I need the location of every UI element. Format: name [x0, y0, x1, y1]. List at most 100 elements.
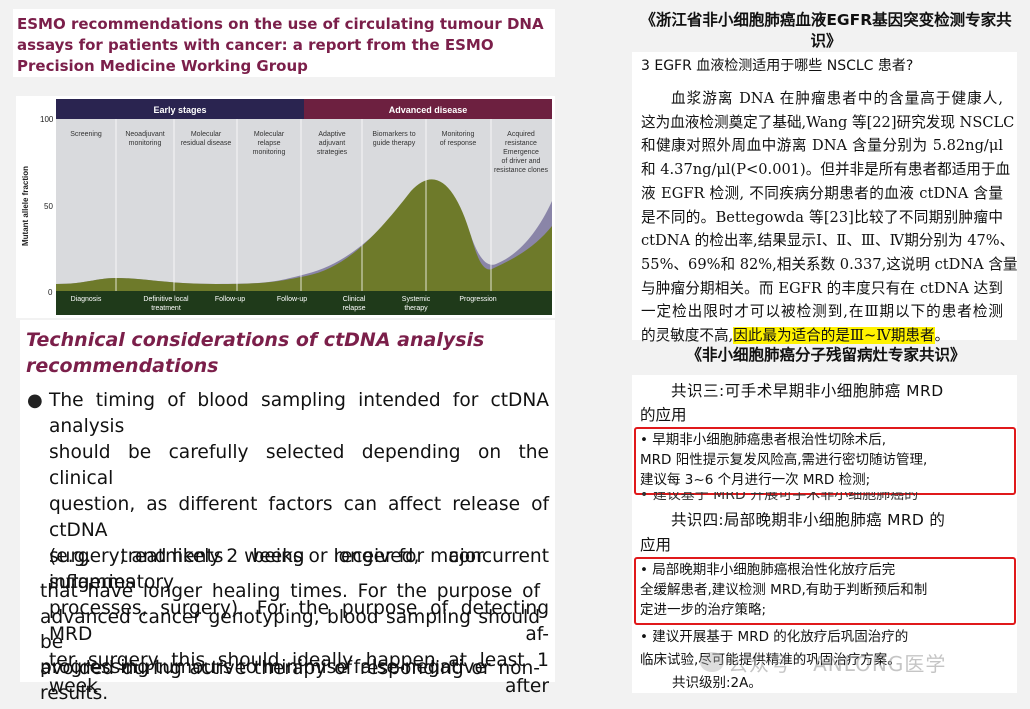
bullet-paragraph: The timing of blood sampling intended fo… [49, 388, 549, 700]
bullet-line: should be carefully selected depending o… [49, 442, 549, 489]
advanced-disease-label: Advanced disease [389, 105, 468, 115]
figure-bottom-label: Follow-up [277, 296, 307, 303]
figure-bottom-label: Systemic [402, 296, 431, 303]
wechat-icon [700, 652, 724, 672]
box2-line: 全缓解患者,建议检测 MRD,有助于判断预后和制 [640, 582, 928, 598]
figure-top-label: strategies [317, 149, 348, 156]
consensus-3-heading-cont: 的应用 [640, 406, 687, 424]
cropped-line-text: • 建议基于 MRD 开展可手术非小细胞肺癌的 [640, 492, 919, 502]
body-line: 和 4.37ng/μl(P<0.001)。但并非是所有患者都适用于血 [641, 161, 1011, 179]
y-tick-0: 0 [48, 288, 53, 297]
para-line: that have longer healing times. For the … [40, 581, 540, 602]
para-line: avoided during active therapy of respond… [40, 657, 540, 679]
paper-title: ESMO recommendations on the use of circu… [17, 15, 544, 75]
figure-bottom-label: Follow-up [215, 296, 245, 303]
bullet-line: The timing of blood sampling intended fo… [49, 390, 549, 437]
body-line: 液 EGFR 检测, 不同疾病分期患者的血液 ctDNA 含量 [641, 184, 1003, 202]
column-separators [115, 119, 492, 291]
y-axis-label: Mutant allele fraction [21, 166, 30, 246]
bottom-bar [56, 291, 552, 315]
body-line: 与肿瘤分期相关。而 EGFR 的丰度只有在 ctDNA 达到 [641, 279, 1003, 297]
text-box [20, 320, 555, 682]
consensus-3-heading: 共识三:可手术早期非小细胞肺癌 MRD [671, 382, 944, 400]
figure-top-label: resistance [505, 140, 537, 147]
red-highlight-box-2: • 局部晚期非小细胞肺癌根治性化放疗后完 全缓解患者,建议检测 MRD,有助于判… [634, 557, 1016, 625]
figure-bottom-label: treatment [151, 305, 181, 312]
body-line: 和健康对照外周血中游离 DNA 含量分别为 5.82ng/μl [641, 137, 1003, 155]
box1-line: 建议每 3~6 个月进行一次 MRD 检测; [640, 472, 871, 488]
para-line-last: progressing tumours to minimise false-ne… [40, 657, 486, 704]
tech-heading: Technical considerations of ctDNA analys… [26, 329, 485, 377]
red-highlight-box-1: • 早期非小细胞肺癌患者根治性切除术后, MRD 阳性提示复发风险高,需进行密切… [634, 427, 1016, 495]
figure-top-label: Acquired [507, 131, 535, 138]
bottom-labels: Diagnosis Definitive local treatment Follow… [71, 296, 497, 312]
figure-top-label: Adaptive [318, 131, 345, 138]
early-stages-label: Early stages [153, 105, 206, 115]
box2-line: • 局部晚期非小细胞肺癌根治性化放疗后完 [640, 562, 896, 578]
y-tick-50: 50 [44, 202, 53, 211]
box2-line: 定进一步的治疗策略; [640, 602, 767, 618]
figure-top-label: Biomarkers to [372, 131, 415, 138]
ctdna-timeline-figure: Early stages Advanced disease 100 50 0 M… [21, 99, 552, 315]
figure-top-label: of driver and [502, 158, 541, 165]
bullet-3-line-cont: 临床试验,尽可能提供精准的巩固治疗方案。 [640, 652, 901, 668]
figure-bottom-label: Progression [459, 296, 496, 303]
advanced-disease-bar [304, 99, 552, 119]
body-line: 血浆游离 DNA 在肿瘤患者中的含量高于健康人, [671, 90, 1003, 107]
ctdna-figure: Early stages Advanced disease 100 50 0 M… [16, 96, 555, 318]
figure-top-label: residual disease [181, 140, 232, 147]
early-stages-bar [56, 99, 304, 119]
figure-top-label: adjuvant [319, 140, 346, 147]
top-labels: Screening Neoadjuvant monitoring Molecular r… [70, 131, 548, 174]
body-last-plain: 的灵敏度不高, [641, 327, 734, 345]
section-heading: 3 EGFR 血液检测适用于哪些 NSCLC 患者? [641, 58, 914, 74]
watermark: 公众号 · ANLONG医学 [728, 652, 947, 676]
bullet-line: ter surgery this should ideally happen a… [49, 650, 549, 697]
figure-top-label: of response [440, 140, 477, 147]
figure-top-label: resistance clones [494, 167, 549, 174]
consensus-4-heading: 共识四:局部晚期非小细胞肺癌 MRD 的 [671, 511, 946, 529]
figure-top-label: Neoadjuvant [125, 131, 164, 138]
body-line: 55%、69%和 82%,相关系数 0.337,这说明 ctDNA 含量 [641, 255, 1018, 273]
bullet-dot: ● [27, 390, 43, 411]
body-line: 一定检出限时才可以被检测到,在Ⅲ期以下的患者检测 [641, 303, 1003, 321]
bullet-line: question, as different factors can affec… [49, 494, 549, 541]
figure-bottom-label: Definitive local [143, 296, 189, 303]
excerpt-body: 血浆游离 DNA 在肿瘤患者中的含量高于健康人, 这为血液检测奠定了基础,Wan… [641, 87, 1018, 348]
cropped-line: • 建议基于 MRD 开展可手术非小细胞肺癌的 [640, 492, 1010, 502]
figure-top-label: monitoring [129, 140, 162, 147]
figure-bottom-label: therapy [404, 305, 428, 312]
body-line-last: 的灵敏度不高,因此最为适合的是Ⅲ~Ⅳ期患者。 [641, 324, 1003, 348]
continuation-paragraph: that have longer healing times. For the … [40, 579, 540, 681]
figure-top-label: guide therapy [373, 140, 416, 147]
paper-title-box: ESMO recommendations on the use of circu… [13, 9, 555, 77]
bullet-line: processes, surgery). For the purpose of … [49, 598, 549, 645]
consensus-4-heading-cont: 应用 [640, 536, 672, 554]
figure-top-label: Screening [70, 131, 102, 138]
green-curve [56, 179, 552, 291]
box1-line: • 早期非小细胞肺癌患者根治性切除术后, [640, 432, 887, 448]
figure-bottom-label: Diagnosis [71, 296, 102, 303]
body-line: 是不同的。Bettegowda 等[23]比较了不同期别肿瘤中 [641, 208, 1003, 226]
bullet-line: (e.g. treatments being received, concurr… [49, 546, 549, 593]
y-tick-100: 100 [40, 115, 54, 124]
body-line: ctDNA 的检出率,结果显示Ⅰ、Ⅱ、Ⅲ、Ⅳ期分别为 47%、 [641, 232, 1015, 250]
box1-line: MRD 阳性提示复发风险高,需进行密切随访管理, [640, 452, 928, 468]
para-line: advanced cancer genotyping, blood sampli… [40, 606, 540, 654]
figure-top-label: monitoring [253, 149, 286, 156]
body-line: 这为血液检测奠定了基础,Wang 等[22]研究发现 NSCLC [641, 113, 1015, 131]
highlighted-conclusion: 因此最为适合的是Ⅲ~Ⅳ期患者 [733, 327, 935, 345]
consensus-title-1: 《浙江省非小细胞肺癌血液EGFR基因突变检测专家共识》 [640, 11, 1012, 50]
bullet-line-last: surgery, and likely 2 weeks or longer fo… [49, 546, 484, 593]
consensus-level: 共识级别:2A。 [672, 675, 762, 691]
figure-bottom-label: Clinical [343, 296, 366, 303]
figure-top-label: Molecular [254, 131, 285, 138]
figure-top-label: Emergence [503, 149, 539, 156]
bullet-3-line: • 建议开展基于 MRD 的化放疗后巩固治疗的 [640, 629, 909, 645]
consensus-excerpt-box-2 [632, 375, 1017, 693]
consensus-excerpt-box-1 [632, 52, 1017, 340]
figure-top-label: Monitoring [442, 131, 475, 138]
consensus-title-2: 《非小细胞肺癌分子残留病灶专家共识》 [686, 346, 966, 364]
figure-bottom-label: relapse [343, 305, 366, 312]
figure-top-label: relapse [258, 140, 281, 147]
